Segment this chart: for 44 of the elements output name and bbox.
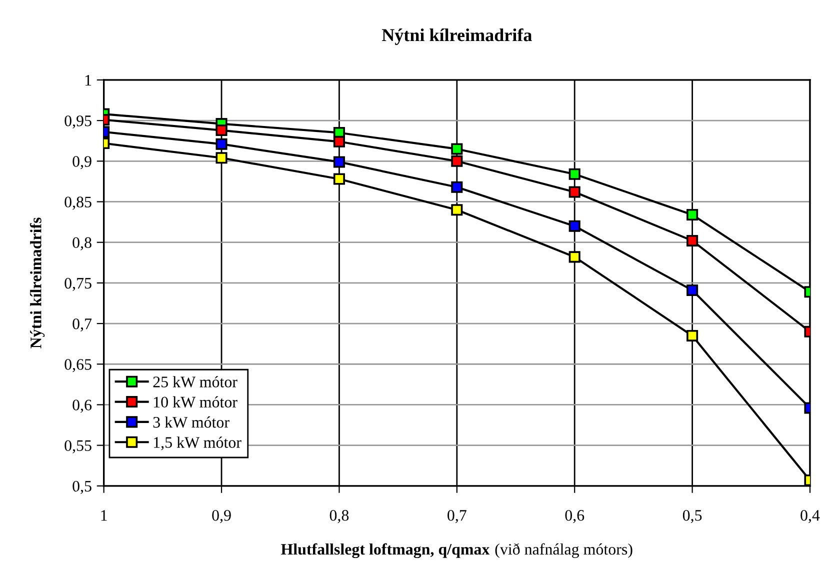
x-tick-label: 0,8 (330, 510, 349, 524)
y-tick-label: 0,9 (72, 156, 92, 170)
point (216, 152, 228, 164)
point (568, 251, 580, 263)
x-tick-label: 0,6 (565, 510, 584, 524)
point (333, 173, 345, 185)
x-axis-title: Hlutfallslegt loftmagn, q/qmax (280, 543, 490, 558)
point (686, 330, 698, 342)
x-tick-label: 1 (101, 510, 107, 521)
y-tick-label: 0,65 (64, 359, 92, 372)
legend-label: 10 kW mótor (154, 396, 238, 408)
x-tick-label: 0,5 (682, 510, 702, 524)
point (451, 155, 463, 167)
y-tick-label: 0,6 (72, 400, 92, 413)
point (333, 156, 345, 168)
point (451, 181, 463, 193)
point (568, 186, 580, 198)
text: (við nafnálag mótors) (495, 543, 632, 558)
point (451, 204, 463, 216)
y-axis-title: Nýtni kílreimadrifs (30, 218, 45, 348)
legend-label: 25 kW mótor (153, 376, 238, 388)
chart-title: Nýtni kílreimadrifa (382, 28, 532, 45)
point (216, 124, 228, 136)
y-tick-label: 0,75 (64, 278, 92, 291)
point (568, 220, 580, 232)
point (686, 234, 698, 246)
legend-label: 1,5 kW mótor (154, 436, 242, 450)
y-tick-label: 0,55 (64, 440, 92, 454)
x-tick-label: 0,9 (212, 510, 231, 524)
point (451, 143, 463, 155)
point (216, 138, 228, 150)
x-tick-label: 0,7 (448, 510, 466, 524)
y-tick-label: 0,7 (72, 318, 92, 332)
y-tick-label: 0,95 (64, 115, 92, 129)
y-tick-label: 0,8 (72, 237, 92, 250)
y-tick-label: 1 (85, 74, 92, 86)
point (333, 136, 345, 148)
y-tick-label: 0,85 (64, 196, 92, 210)
point (686, 284, 698, 296)
x-tick-label: 0,4 (800, 510, 820, 524)
point (686, 208, 698, 220)
point (568, 168, 580, 180)
legend-label: 3 kW mótor (153, 416, 230, 428)
y-tick-label: 0,5 (72, 480, 92, 494)
